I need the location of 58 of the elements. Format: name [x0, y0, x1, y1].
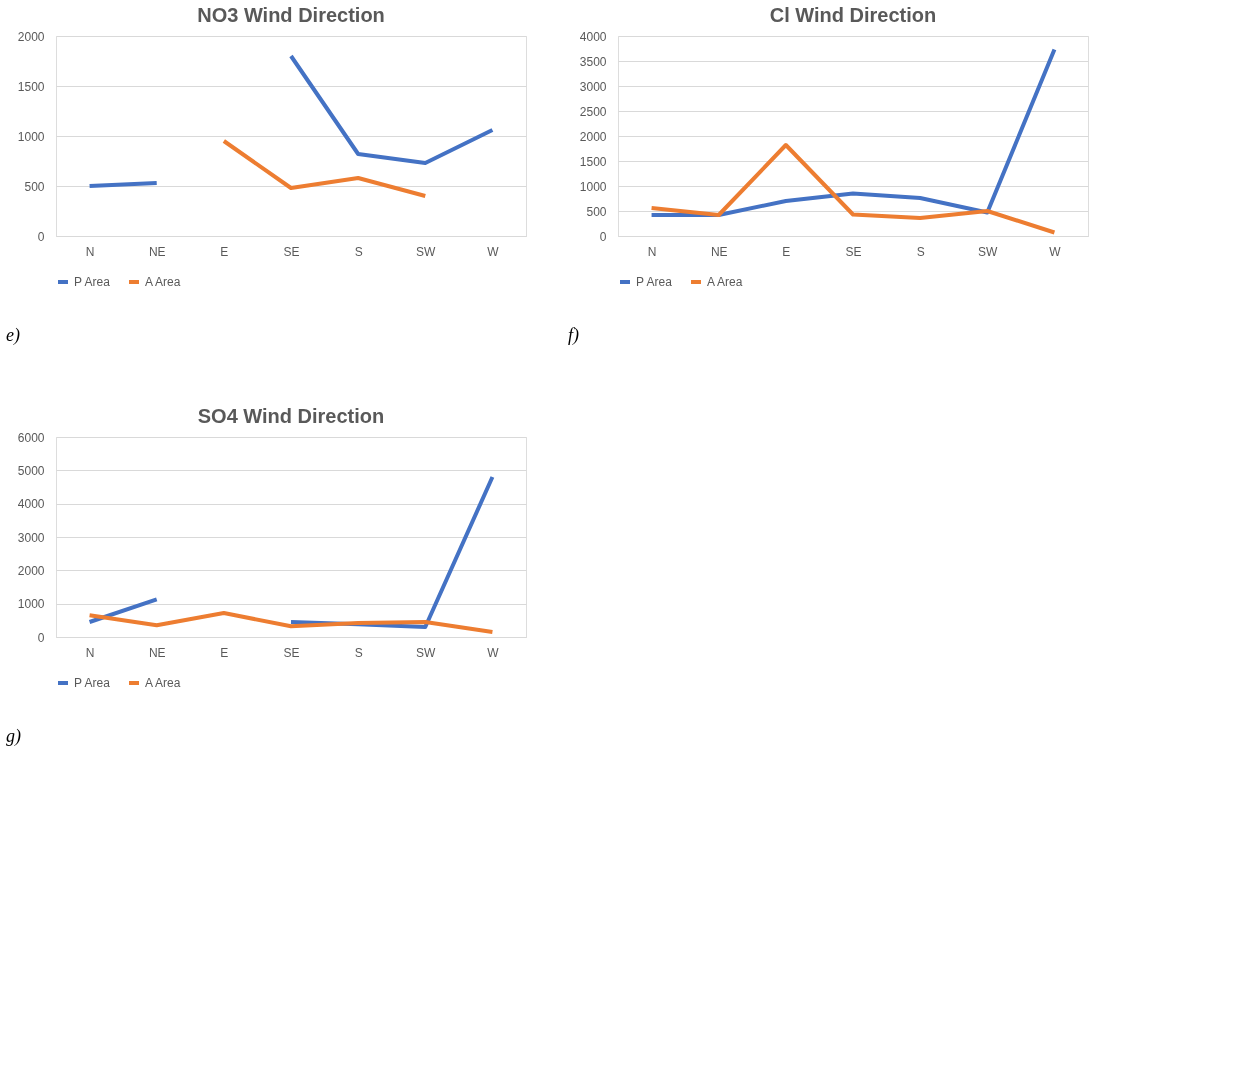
- y-tick-label: 2500: [579, 104, 607, 119]
- x-tick-label: SE: [283, 244, 300, 259]
- legend-label: P Area: [636, 275, 673, 289]
- line-series: [649, 47, 1057, 217]
- x-tick-label: SE: [283, 645, 300, 660]
- legend-label: A Area: [145, 275, 181, 289]
- x-tick-label: E: [220, 244, 229, 259]
- line-series: [221, 139, 428, 198]
- x-tick-label: W: [1049, 244, 1062, 259]
- y-tick-label: 0: [599, 229, 607, 244]
- y-tick-label: 1000: [17, 129, 45, 144]
- x-tick-label: SW: [416, 244, 437, 259]
- y-tick-label: 6000: [17, 430, 45, 445]
- y-tick-label: 3000: [17, 530, 45, 545]
- chart-title: Cl Wind Direction: [769, 4, 937, 26]
- legend-label: P Area: [74, 275, 111, 289]
- y-tick-label: 5000: [17, 463, 45, 478]
- legend-label: A Area: [707, 275, 743, 289]
- y-tick-label: 1500: [17, 79, 45, 94]
- text: f): [568, 325, 579, 346]
- x-tick-label: NE: [710, 244, 728, 259]
- line-series: [649, 143, 1057, 235]
- x-tick-label: S: [354, 244, 363, 259]
- y-tick-label: 0: [37, 229, 45, 244]
- x-tick-label: N: [85, 244, 95, 259]
- y-tick-label: 3500: [579, 54, 607, 69]
- y-tick-label: 2000: [17, 29, 45, 44]
- x-tick-label: SW: [978, 244, 999, 259]
- y-tick-label: 2000: [579, 129, 607, 144]
- text: g): [6, 726, 21, 747]
- legend-label: P Area: [74, 676, 111, 690]
- chart-title: NO3 Wind Direction: [197, 4, 385, 26]
- y-tick-label: 500: [586, 204, 607, 219]
- x-tick-label: S: [354, 645, 363, 660]
- x-tick-label: N: [647, 244, 657, 259]
- text: e): [6, 325, 20, 346]
- x-tick-label: NE: [148, 645, 166, 660]
- x-tick-label: NE: [148, 244, 166, 259]
- y-tick-label: 1000: [17, 597, 45, 612]
- y-tick-label: 4000: [17, 497, 45, 512]
- x-tick-label: E: [220, 645, 229, 660]
- x-tick-label: SE: [845, 244, 862, 259]
- x-tick-label: W: [487, 244, 500, 259]
- y-tick-label: 0: [37, 630, 45, 645]
- y-tick-label: 1500: [579, 154, 607, 169]
- y-tick-label: 3000: [579, 79, 607, 94]
- y-tick-label: 4000: [579, 29, 607, 44]
- x-tick-label: E: [782, 244, 791, 259]
- line-series: [87, 611, 495, 634]
- x-tick-label: N: [85, 645, 95, 660]
- x-tick-label: S: [916, 244, 925, 259]
- y-tick-label: 1000: [579, 179, 607, 194]
- legend-label: A Area: [145, 676, 181, 690]
- chart-title: SO4 Wind Direction: [197, 405, 385, 427]
- y-tick-label: 500: [24, 179, 45, 194]
- x-tick-label: W: [487, 645, 500, 660]
- y-tick-label: 2000: [17, 563, 45, 578]
- x-tick-label: SW: [416, 645, 437, 660]
